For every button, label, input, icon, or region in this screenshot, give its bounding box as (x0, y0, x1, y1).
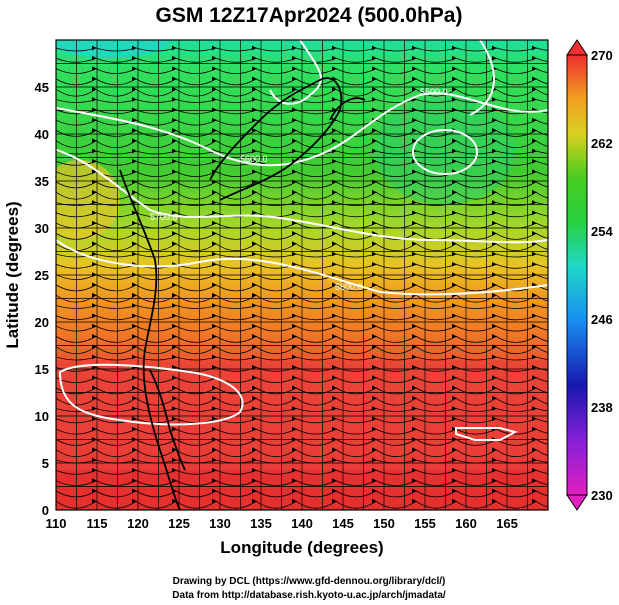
x-tick-label: 135 (250, 516, 272, 531)
colorbar-tick-label: 238 (591, 400, 613, 415)
y-tick-label: 35 (35, 174, 49, 189)
x-tick-label: 160 (455, 516, 477, 531)
contour-label: 5600.0 (240, 154, 268, 164)
y-axis-ticks: 0 5 10 15 20 25 30 35 40 45 (35, 80, 49, 518)
y-tick-label: 30 (35, 221, 49, 236)
contour-lines (56, 40, 548, 441)
colorbar: 230 238 246 254 262 270 (566, 39, 613, 511)
y-tick-label: 45 (35, 80, 49, 95)
x-tick-label: 125 (168, 516, 190, 531)
y-tick-label: 40 (35, 127, 49, 142)
x-tick-label: 120 (127, 516, 149, 531)
map-field (56, 40, 548, 510)
x-axis-ticks: 110 115 120 125 130 135 140 145 150 155 160 165 (46, 516, 518, 531)
colorbar-tick-label: 270 (591, 48, 613, 63)
y-tick-label: 10 (35, 409, 49, 424)
x-tick-label: 110 (46, 516, 67, 531)
y-tick-label: 0 (42, 503, 49, 518)
credit-line-1: Drawing by DCL (https://www.gfd-dennou.o… (173, 576, 446, 587)
y-tick-label: 5 (42, 456, 49, 471)
x-tick-label: 165 (496, 516, 518, 531)
x-tick-label: 150 (373, 516, 395, 531)
y-tick-label: 20 (35, 315, 49, 330)
colorbar-tick-label: 254 (591, 224, 613, 239)
chart-title: GSM 12Z17Apr2024 (500.0hPa) (156, 4, 463, 27)
x-tick-label: 140 (291, 516, 313, 531)
contour-label-group: 5800.0 5700.0 5600.0 5500.0 (150, 87, 448, 292)
x-tick-label: 115 (87, 516, 108, 531)
x-axis-label: Longitude (degrees) (220, 538, 383, 557)
colorbar-tick-label: 230 (591, 488, 613, 503)
contour-label: 5700.0 (150, 212, 178, 222)
colorbar-tick-label: 262 (591, 136, 613, 151)
y-axis-label: Latitude (degrees) (3, 201, 22, 348)
x-tick-label: 130 (209, 516, 231, 531)
credit-line-2: Data from http://database.rish.kyoto-u.a… (172, 590, 446, 601)
x-tick-label: 145 (332, 516, 354, 531)
y-tick-label: 15 (35, 362, 49, 377)
colorbar-tick-label: 246 (591, 312, 613, 327)
x-tick-label: 155 (414, 516, 436, 531)
plot-frame (55, 39, 549, 511)
y-tick-label: 25 (35, 268, 49, 283)
contour-label: 5800.0 (335, 282, 363, 292)
coastlines (119, 77, 366, 510)
contour-label: 5500.0 (420, 87, 448, 97)
